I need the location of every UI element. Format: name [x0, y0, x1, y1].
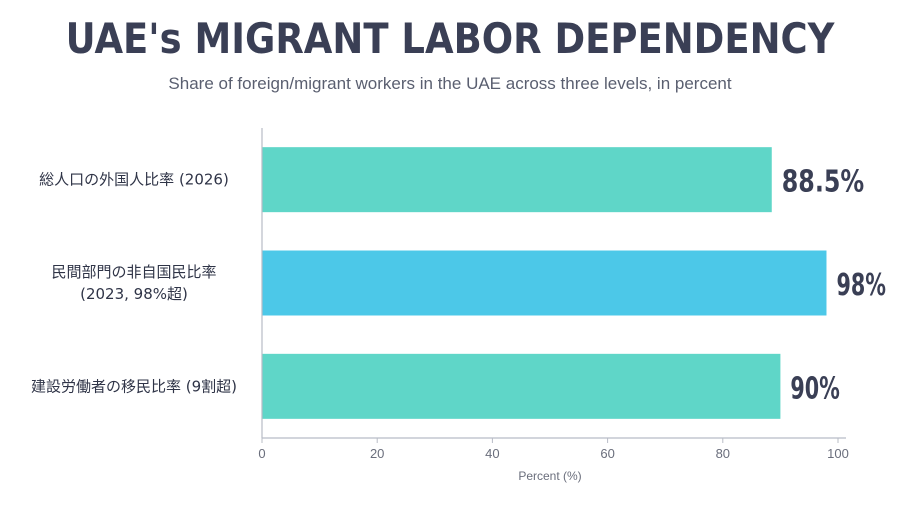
x-tick-label-0: 0	[258, 446, 265, 461]
category-label-1-0: 民間部門の非自国民比率	[51, 263, 216, 281]
x-tick-label-2: 40	[485, 446, 499, 461]
x-tick-label-4: 80	[716, 446, 730, 461]
bar-0	[262, 147, 772, 213]
value-label-0: 88.5%	[782, 165, 865, 200]
category-label-2-0: 建設労働者の移民比率 (9割超)	[31, 377, 237, 395]
chart-title: UAE's MIGRANT LABOR DEPENDENCY	[65, 14, 835, 63]
x-tick-label-1: 20	[370, 446, 384, 461]
category-label-0-0: 総人口の外国人比率 (2026)	[39, 171, 229, 189]
x-tick-label-5: 100	[827, 446, 849, 461]
value-label-1: 98%	[836, 268, 886, 303]
x-tick-label-3: 60	[600, 446, 614, 461]
bar-1	[262, 250, 827, 316]
bar-2	[262, 353, 781, 419]
x-axis-title: Percent (%)	[518, 469, 581, 483]
chart-subtitle: Share of foreign/migrant workers in the …	[168, 74, 732, 93]
value-label-2: 90%	[790, 371, 840, 406]
category-label-1-1: (2023, 98%超)	[80, 285, 188, 303]
